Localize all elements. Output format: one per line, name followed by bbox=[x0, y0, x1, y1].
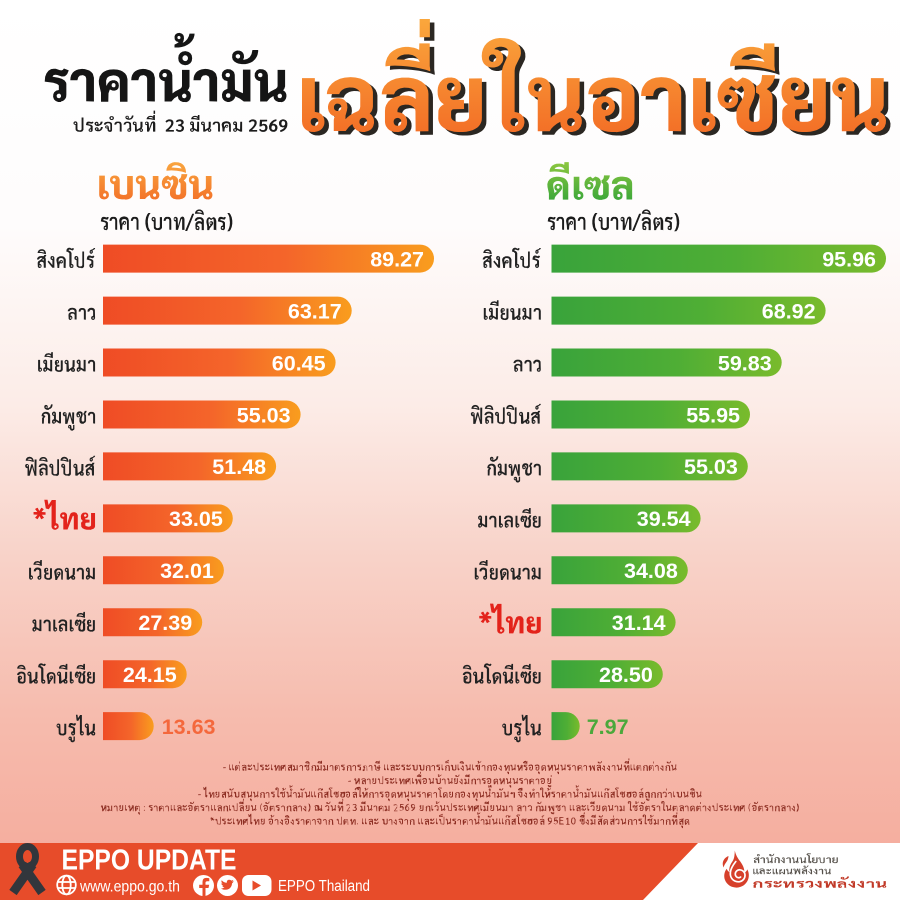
svg-text:51.48: 51.48 bbox=[212, 455, 266, 479]
svg-text:60.45: 60.45 bbox=[272, 351, 326, 375]
svg-text:EPPO Thailand: EPPO Thailand bbox=[278, 878, 370, 895]
svg-text:7.97: 7.97 bbox=[587, 715, 629, 739]
svg-text:34.08: 34.08 bbox=[624, 559, 678, 583]
svg-text:24.15: 24.15 bbox=[123, 663, 177, 687]
svg-text:www.eppo.go.th: www.eppo.go.th bbox=[79, 879, 180, 896]
svg-text:13.63: 13.63 bbox=[162, 715, 216, 739]
svg-text:55.03: 55.03 bbox=[684, 455, 738, 479]
svg-text:95.96: 95.96 bbox=[822, 247, 876, 271]
svg-text:63.17: 63.17 bbox=[288, 299, 342, 323]
svg-text:55.95: 55.95 bbox=[686, 403, 740, 427]
svg-text:27.39: 27.39 bbox=[138, 611, 192, 635]
svg-text:68.92: 68.92 bbox=[762, 299, 816, 323]
svg-text:59.83: 59.83 bbox=[718, 351, 772, 375]
svg-text:89.27: 89.27 bbox=[370, 247, 424, 271]
svg-text:55.03: 55.03 bbox=[237, 403, 291, 427]
svg-text:32.01: 32.01 bbox=[160, 559, 214, 583]
svg-text:39.54: 39.54 bbox=[637, 507, 691, 531]
svg-text:33.05: 33.05 bbox=[169, 507, 223, 531]
svg-text:EPPO UPDATE: EPPO UPDATE bbox=[62, 845, 237, 877]
svg-text:31.14: 31.14 bbox=[612, 611, 666, 635]
svg-text:28.50: 28.50 bbox=[599, 663, 653, 687]
